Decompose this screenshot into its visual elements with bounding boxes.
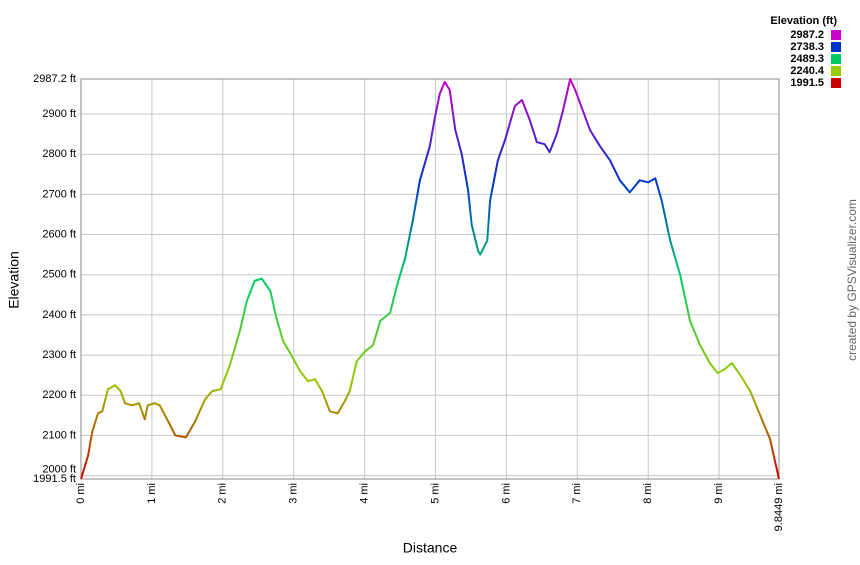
y-tick-label: 2600 ft	[42, 228, 76, 240]
x-axis-title: Distance	[403, 540, 458, 556]
x-tick-label: 6 mi	[500, 483, 512, 504]
y-tick-label: 2900 ft	[42, 108, 76, 120]
x-tick-label: 7 mi	[571, 483, 583, 504]
y-tick-label: 2400 ft	[42, 309, 76, 321]
x-tick-label: 4 mi	[359, 483, 371, 504]
y-tick-label: 2700 ft	[42, 188, 76, 200]
x-tick-label: 5 mi	[429, 483, 441, 504]
x-tick-label: 2 mi	[217, 483, 229, 504]
legend-value: 2489.3	[790, 53, 824, 65]
legend-swatch	[831, 42, 841, 52]
legend-value: 1991.5	[790, 77, 824, 89]
y-tick-label: 2300 ft	[42, 349, 76, 361]
x-tick-label: 0 mi	[75, 483, 87, 504]
x-tick-label: 3 mi	[288, 483, 300, 504]
legend-swatch	[831, 30, 841, 40]
plot-frame	[80, 78, 780, 480]
y-tick-label: 1991.5 ft	[33, 473, 76, 485]
y-tick-label: 2500 ft	[42, 269, 76, 281]
x-tick-label: 1 mi	[146, 483, 158, 504]
y-tick-label: 2200 ft	[42, 389, 76, 401]
x-tick-label: 8 mi	[642, 483, 654, 504]
x-tick-label: 9 mi	[713, 483, 725, 504]
legend-title: Elevation (ft)	[770, 15, 837, 27]
y-tick-label: 2000 ft	[42, 463, 76, 475]
y-tick-label: 2800 ft	[42, 148, 76, 160]
legend-value: 2738.3	[790, 41, 824, 53]
y-tick-label: 2987.2 ft	[33, 73, 76, 85]
credit: created by GPSVisualizer.com	[845, 199, 859, 361]
legend-value: 2240.4	[790, 65, 825, 77]
x-tick-label: 9.8449 mi	[773, 483, 785, 531]
elevation-line	[80, 78, 780, 480]
y-axis-title: Elevation	[6, 251, 22, 309]
legend-value: 2987.2	[790, 29, 824, 41]
legend-swatch	[831, 66, 841, 76]
y-tick-label: 2100 ft	[42, 429, 76, 441]
legend-swatch	[831, 78, 841, 88]
legend-swatch	[831, 54, 841, 64]
